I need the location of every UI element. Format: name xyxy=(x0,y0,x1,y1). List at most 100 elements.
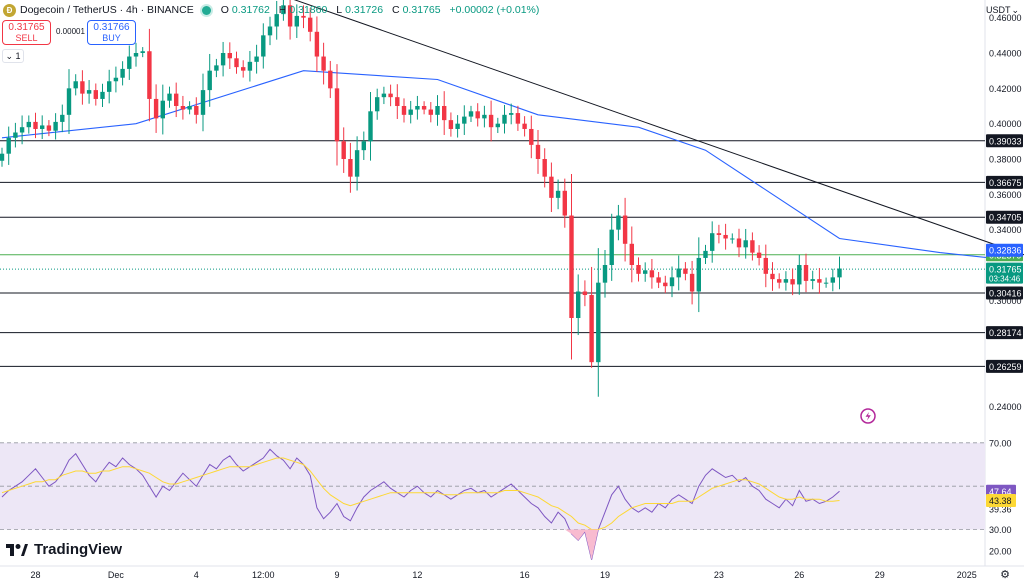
symbol-title[interactable]: Dogecoin / TetherUS · 4h · BINANCE xyxy=(20,4,194,16)
candle-body xyxy=(254,56,259,62)
candle-body xyxy=(140,51,145,53)
candle-body xyxy=(180,106,186,110)
candle-body xyxy=(321,56,326,71)
candle-body xyxy=(435,106,440,115)
candle-body xyxy=(830,277,835,283)
candle-body xyxy=(777,279,782,283)
candle-body xyxy=(649,270,655,278)
candle-body xyxy=(241,67,246,71)
level-price-tag: 0.39033 xyxy=(986,134,1023,148)
time-tick-label: 4 xyxy=(194,570,199,580)
price-tick-label: 0.36000 xyxy=(989,190,1022,200)
level-price-tag: 0.30416 xyxy=(986,286,1023,300)
svg-text:0.34705: 0.34705 xyxy=(989,213,1022,223)
candle-body xyxy=(810,279,815,281)
candle-body xyxy=(783,279,789,283)
candle-body xyxy=(127,56,132,69)
candle-body xyxy=(468,111,474,117)
candle-body xyxy=(823,282,829,284)
trendline-layer[interactable] xyxy=(270,0,1024,307)
candle-body xyxy=(267,26,273,36)
candle-body xyxy=(227,53,232,59)
price-tick-label: 0.46000 xyxy=(989,13,1022,23)
candle-body xyxy=(569,215,574,318)
candle-body xyxy=(790,279,795,285)
svg-text:0.40000: 0.40000 xyxy=(989,119,1022,129)
indicators-toggle-button[interactable]: ⌄ 1 xyxy=(2,49,24,63)
candle-body xyxy=(167,93,172,101)
candle-body xyxy=(381,93,387,98)
candle-body xyxy=(301,15,306,18)
candle-body xyxy=(730,238,735,240)
candle-body xyxy=(13,132,18,138)
candle-body xyxy=(656,277,661,283)
candle-body xyxy=(555,190,561,198)
rsi-ma-line xyxy=(1,457,840,530)
candle-body xyxy=(194,106,199,115)
price-tick-label: 0.40000 xyxy=(989,119,1022,129)
candle-body xyxy=(502,114,507,124)
gear-icon[interactable]: ⚙ xyxy=(1000,569,1010,581)
moving-average-layer xyxy=(1,70,1008,261)
svg-text:03:34:46: 03:34:46 xyxy=(989,275,1021,284)
svg-text:0.32836: 0.32836 xyxy=(989,246,1022,256)
candle-body xyxy=(220,53,226,66)
svg-text:0.38000: 0.38000 xyxy=(989,155,1022,165)
tradingview-logo-icon xyxy=(6,543,28,556)
candle-body xyxy=(616,215,621,230)
time-tick-label: 16 xyxy=(520,570,530,580)
candle-body xyxy=(6,137,11,154)
price-tick-label: 0.38000 xyxy=(989,155,1022,165)
candle-body xyxy=(797,265,802,285)
candle-body xyxy=(509,113,514,115)
level-price-tag: 0.34705 xyxy=(986,210,1023,224)
candle-body xyxy=(522,123,527,129)
price-tick-label: 0.34000 xyxy=(989,225,1022,235)
sell-button[interactable]: 0.31765 SELL xyxy=(2,20,51,45)
lightning-icon[interactable] xyxy=(860,408,876,424)
time-tick-label: 26 xyxy=(794,570,804,580)
chevron-down-icon: ⌄ xyxy=(1011,5,1019,15)
candle-body xyxy=(73,81,78,89)
svg-text:0.30416: 0.30416 xyxy=(989,288,1022,298)
buy-button[interactable]: 0.31766 BUY xyxy=(87,20,136,45)
market-status-icon xyxy=(201,5,211,15)
rsi-oversold-fill xyxy=(564,529,599,560)
candle-body xyxy=(46,125,52,131)
spread-value: 0.00001 xyxy=(56,27,85,36)
price-axis[interactable]: 0.46000 0.44000 0.42000 0.40000 0.38000 0.360… xyxy=(986,13,1023,557)
rsi-tick-label: 20.00 xyxy=(989,547,1012,557)
candle-body xyxy=(261,35,266,57)
currency-selector[interactable]: USDT ⌄ xyxy=(984,1,1021,19)
svg-text:0.36000: 0.36000 xyxy=(989,190,1022,200)
svg-text:0.24000: 0.24000 xyxy=(989,402,1022,412)
candle-body xyxy=(174,93,179,106)
candle-body xyxy=(133,53,139,57)
candle-body xyxy=(80,81,85,94)
time-axis[interactable]: 28 Dec 4 12:00 9 12 16 19 23 26 29 2025 xyxy=(30,570,976,580)
candle-body xyxy=(636,265,641,274)
horizontal-levels[interactable] xyxy=(0,140,985,367)
candle-body xyxy=(817,279,822,283)
rsi-line xyxy=(1,448,840,560)
candle-body xyxy=(535,144,541,159)
candle-body xyxy=(153,98,159,119)
price-tick-label: 0.30000 xyxy=(989,296,1022,306)
price-tick-label: 0.44000 xyxy=(989,49,1022,59)
candle-body xyxy=(408,109,413,115)
candle-body xyxy=(756,252,762,258)
candle-body xyxy=(723,234,728,239)
svg-text:0.26259: 0.26259 xyxy=(989,362,1022,372)
candle-body xyxy=(462,116,467,124)
candle-body xyxy=(669,277,675,287)
descending-trendline[interactable] xyxy=(270,0,1024,307)
candle-body xyxy=(308,17,313,32)
candle-body xyxy=(341,141,346,159)
candle-body xyxy=(113,77,119,82)
tradingview-logo[interactable]: TradingView xyxy=(6,541,122,558)
candle-body xyxy=(421,106,427,110)
rsi-tick-label: 30.00 xyxy=(989,525,1012,535)
candle-body xyxy=(763,257,768,274)
